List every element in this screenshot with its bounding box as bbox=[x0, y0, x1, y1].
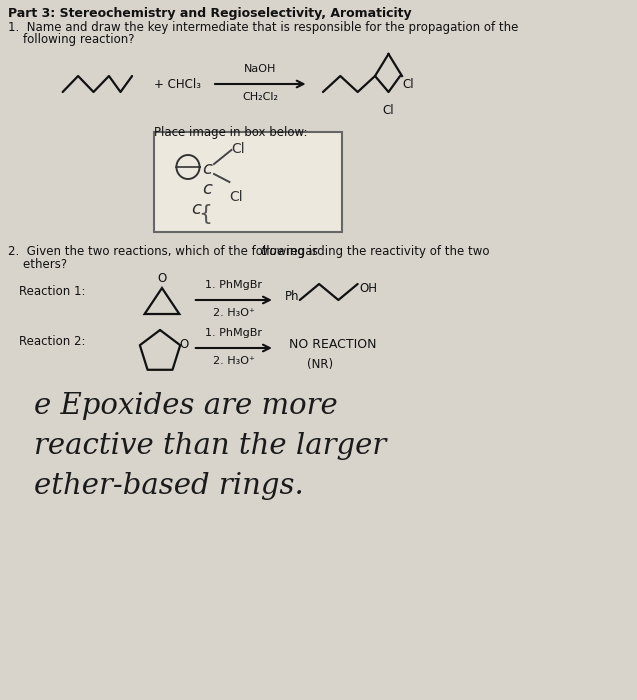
Text: {: { bbox=[199, 204, 213, 224]
Text: 2. H₃O⁺: 2. H₃O⁺ bbox=[213, 356, 255, 366]
Text: O: O bbox=[179, 337, 189, 351]
Text: c: c bbox=[203, 160, 212, 178]
Text: (NR): (NR) bbox=[306, 358, 333, 371]
Text: 2.  Given the two reactions, which of the following is: 2. Given the two reactions, which of the… bbox=[8, 245, 322, 258]
Text: reactive than the larger: reactive than the larger bbox=[34, 432, 386, 460]
Text: OH: OH bbox=[360, 281, 378, 295]
Bar bbox=[154, 132, 342, 232]
Text: ether-based rings.: ether-based rings. bbox=[34, 472, 303, 500]
Text: Cl: Cl bbox=[383, 104, 394, 117]
Text: Cl: Cl bbox=[231, 142, 245, 156]
Text: NaOH: NaOH bbox=[244, 64, 276, 74]
Text: Place image in box below:: Place image in box below: bbox=[154, 126, 308, 139]
Text: CH₂Cl₂: CH₂Cl₂ bbox=[242, 92, 278, 102]
Text: regarding the reactivity of the two: regarding the reactivity of the two bbox=[282, 245, 490, 258]
Text: Part 3: Stereochemistry and Regioselectivity, Aromaticity: Part 3: Stereochemistry and Regioselecti… bbox=[8, 7, 412, 20]
Text: O: O bbox=[157, 272, 167, 285]
Text: Cl: Cl bbox=[229, 190, 243, 204]
Text: 2. H₃O⁺: 2. H₃O⁺ bbox=[213, 308, 255, 318]
Text: 1. PhMgBr: 1. PhMgBr bbox=[205, 328, 262, 338]
Text: Cl: Cl bbox=[402, 78, 413, 90]
Text: e Epoxides are more: e Epoxides are more bbox=[34, 392, 338, 420]
Text: ethers?: ethers? bbox=[8, 258, 67, 271]
Text: NO REACTION: NO REACTION bbox=[289, 338, 376, 351]
Text: true: true bbox=[261, 245, 285, 258]
Text: c: c bbox=[191, 200, 201, 218]
Text: 1.  Name and draw the key intermediate that is responsible for the propagation o: 1. Name and draw the key intermediate th… bbox=[8, 21, 518, 34]
Text: following reaction?: following reaction? bbox=[8, 33, 134, 46]
Text: Ph: Ph bbox=[284, 290, 299, 303]
Text: 1. PhMgBr: 1. PhMgBr bbox=[205, 280, 262, 290]
Text: + CHCl₃: + CHCl₃ bbox=[154, 78, 201, 90]
Text: c: c bbox=[203, 180, 212, 198]
Text: Reaction 1:: Reaction 1: bbox=[19, 285, 86, 298]
Text: Reaction 2:: Reaction 2: bbox=[19, 335, 86, 348]
